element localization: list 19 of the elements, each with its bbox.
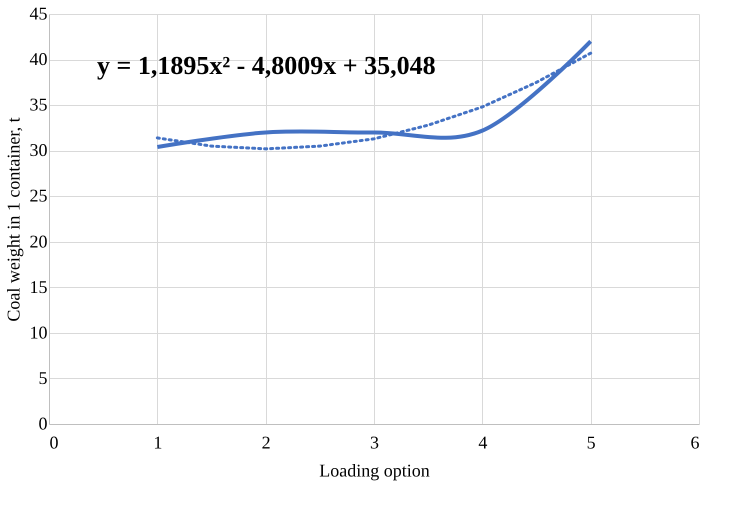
y-tick-label: 35 [30,94,48,115]
x-tick-label: 1 [153,432,162,452]
annotation: y = 1,1895x² - 4,8009x + 35,048 [97,51,436,80]
x-tick-label: 3 [370,432,379,452]
y-tick-label: 5 [38,368,48,388]
y-tick-label: 0 [38,414,48,434]
y-tick-label: 15 [30,276,48,297]
y-tick-label: 20 [30,231,48,252]
y-tick-label: 25 [30,186,48,206]
y-tick-label: 45 [30,4,48,24]
y-tick-label: 10 [30,322,48,342]
x-tick-label: 4 [478,432,488,452]
x-tick-label: 6 [690,432,700,452]
y-tick-label: 40 [30,49,48,70]
x-axis-title: Loading option [319,460,430,480]
x-tick-label: 5 [586,432,596,452]
y-axis-title: Coal weight in 1 container, t [4,117,24,322]
y-tick-label: 30 [30,140,48,160]
x-tick-label: 2 [262,432,271,452]
